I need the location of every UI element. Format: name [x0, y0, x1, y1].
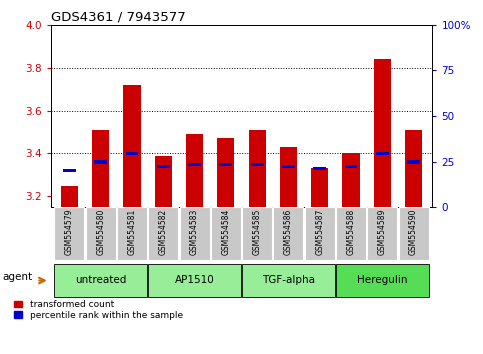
Bar	[336, 264, 428, 297]
Text: Heregulin: Heregulin	[357, 275, 408, 285]
Text: GSM554587: GSM554587	[315, 209, 324, 255]
Text: GSM554581: GSM554581	[128, 209, 137, 255]
Text: GSM554588: GSM554588	[346, 209, 355, 255]
Text: GSM554582: GSM554582	[159, 209, 168, 255]
Bar	[219, 162, 232, 166]
Bar	[186, 134, 203, 207]
Bar	[251, 162, 264, 166]
Text: GSM554585: GSM554585	[253, 209, 262, 255]
Bar	[86, 207, 116, 260]
Bar	[336, 207, 366, 260]
Bar	[148, 264, 241, 297]
Bar	[342, 154, 359, 207]
Bar	[273, 207, 303, 260]
Bar	[188, 162, 201, 166]
Bar	[242, 264, 335, 297]
Bar	[124, 85, 141, 207]
Text: GSM554584: GSM554584	[221, 209, 230, 255]
Text: GSM554589: GSM554589	[378, 209, 387, 255]
Bar	[282, 165, 295, 168]
Bar	[242, 207, 272, 260]
Bar	[305, 207, 335, 260]
Text: untreated: untreated	[75, 275, 127, 285]
Bar	[313, 167, 326, 170]
Text: GSM554579: GSM554579	[65, 209, 74, 255]
Text: GSM554580: GSM554580	[96, 209, 105, 255]
Bar	[61, 185, 78, 207]
Bar	[407, 160, 420, 164]
Bar	[211, 207, 241, 260]
Bar	[311, 169, 328, 207]
Bar	[117, 207, 147, 260]
Text: TGF-alpha: TGF-alpha	[262, 275, 315, 285]
Text: AP1510: AP1510	[175, 275, 214, 285]
Bar	[280, 147, 297, 207]
Bar	[217, 138, 234, 207]
Bar	[157, 165, 170, 168]
Bar	[405, 130, 422, 207]
Bar	[376, 152, 389, 155]
Bar	[398, 207, 428, 260]
Text: GDS4361 / 7943577: GDS4361 / 7943577	[51, 11, 185, 24]
Text: agent: agent	[2, 272, 33, 282]
Bar	[155, 156, 172, 207]
Bar	[367, 207, 397, 260]
Bar	[374, 59, 391, 207]
Bar	[180, 207, 210, 260]
Legend: transformed count, percentile rank within the sample: transformed count, percentile rank withi…	[14, 300, 183, 320]
Bar	[55, 264, 147, 297]
Text: GSM554586: GSM554586	[284, 209, 293, 255]
Bar	[55, 207, 85, 260]
Bar	[249, 130, 266, 207]
Bar	[92, 130, 109, 207]
Bar	[63, 169, 76, 172]
Bar	[344, 165, 357, 168]
Bar	[126, 152, 139, 155]
Text: GSM554590: GSM554590	[409, 209, 418, 255]
Text: GSM554583: GSM554583	[190, 209, 199, 255]
Bar	[148, 207, 178, 260]
Bar	[94, 160, 107, 164]
